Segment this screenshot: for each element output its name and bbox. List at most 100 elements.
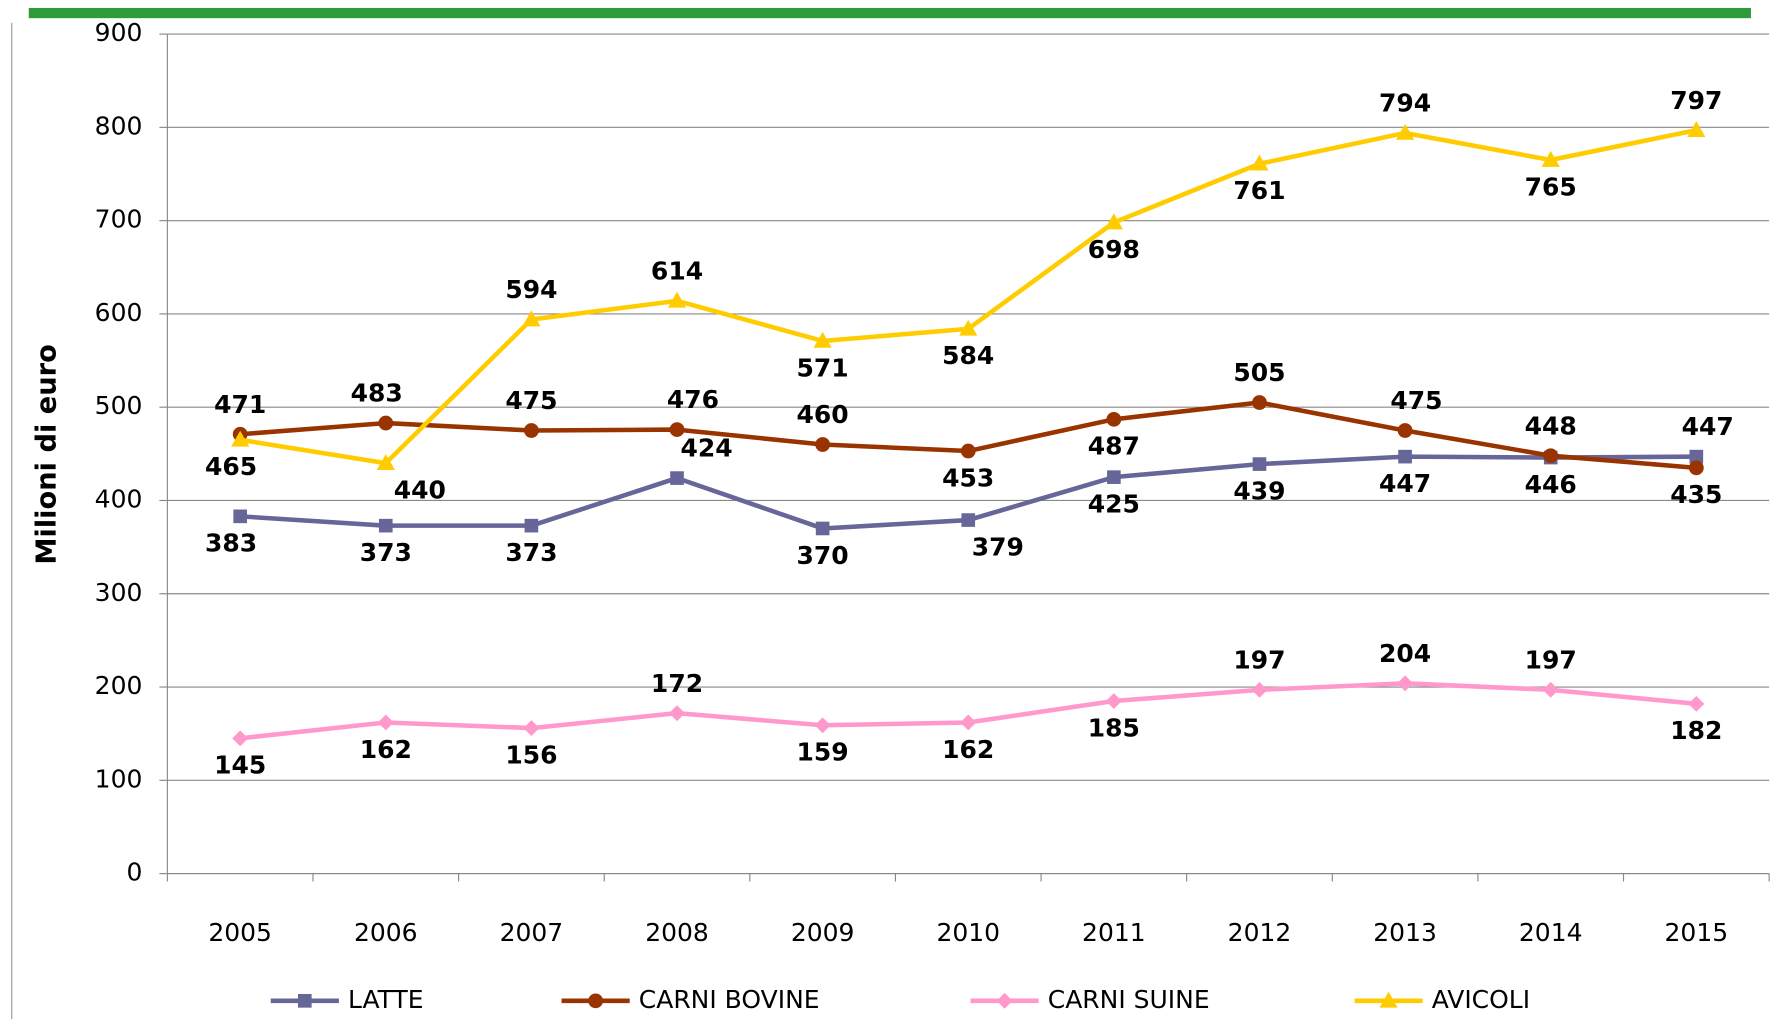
x-tick-label: 2009: [791, 918, 855, 947]
data-point: [1397, 675, 1414, 692]
data-point: [670, 471, 684, 485]
data-point: [1396, 123, 1415, 140]
data-label: 373: [360, 538, 412, 567]
data-point: [960, 714, 977, 731]
data-point: [959, 319, 978, 336]
legend-marker: [996, 992, 1013, 1009]
data-label: 197: [1233, 645, 1285, 674]
data-point: [523, 720, 540, 737]
y-tick-label: 500: [95, 391, 143, 420]
data-label: 797: [1670, 86, 1722, 115]
data-label: 204: [1379, 639, 1431, 668]
legend-label: LATTE: [348, 985, 424, 1014]
x-tick-label: 2006: [354, 918, 418, 947]
y-tick-label: 0: [126, 858, 142, 887]
data-point: [1688, 460, 1704, 476]
data-point: [1688, 695, 1705, 712]
data-point: [377, 714, 394, 731]
legend-marker: [1379, 991, 1398, 1008]
y-tick-label: 200: [95, 671, 143, 700]
data-point: [233, 509, 247, 524]
data-label: 185: [1088, 713, 1140, 742]
data-label: 698: [1088, 235, 1140, 264]
x-tick-label: 2010: [936, 918, 1000, 947]
data-label: 383: [205, 529, 257, 558]
data-label: 487: [1088, 432, 1140, 461]
data-label: 475: [1390, 386, 1442, 415]
data-point: [376, 454, 395, 470]
data-point: [1397, 423, 1413, 438]
data-label: 159: [797, 738, 849, 767]
data-point: [1105, 693, 1122, 709]
data-label: 594: [505, 275, 557, 304]
data-label: 460: [797, 400, 849, 429]
data-label: 156: [505, 740, 557, 769]
data-point: [524, 518, 539, 533]
data-point: [813, 331, 832, 348]
data-point: [1543, 448, 1559, 464]
data-label: 440: [394, 476, 446, 505]
data-label: 483: [351, 379, 403, 408]
data-label: 476: [667, 385, 719, 414]
data-point: [667, 291, 687, 308]
data-label: 182: [1670, 716, 1722, 745]
data-point: [669, 705, 685, 722]
data-label: 584: [942, 341, 994, 370]
data-label: 197: [1525, 645, 1577, 674]
data-label: 453: [942, 463, 994, 492]
data-label: 761: [1233, 176, 1285, 205]
data-label: 145: [214, 751, 266, 780]
y-tick-label: 900: [95, 18, 143, 47]
series-line: [239, 127, 1697, 466]
x-tick-label: 2005: [208, 918, 272, 947]
legend-marker: [588, 993, 604, 1009]
y-tick-label: 300: [95, 578, 143, 607]
data-point: [524, 423, 539, 438]
data-label: 435: [1670, 480, 1722, 509]
data-point: [1251, 681, 1268, 698]
data-label: 447: [1682, 412, 1734, 441]
data-label: 471: [214, 390, 266, 419]
data-point: [961, 513, 976, 527]
y-tick-label: 100: [95, 764, 143, 793]
data-label: 424: [680, 434, 732, 463]
data-point: [1250, 154, 1269, 171]
data-label: 439: [1233, 476, 1285, 505]
y-tick-label: 700: [95, 205, 143, 234]
data-point: [1541, 150, 1560, 167]
data-point: [1252, 395, 1267, 410]
data-point: [815, 437, 831, 452]
data-label: 162: [360, 735, 412, 764]
data-point: [378, 518, 393, 533]
data-point: [1689, 449, 1704, 464]
data-label: 379: [972, 532, 1024, 561]
data-label: 614: [651, 256, 703, 285]
legend-label: CARNI BOVINE: [639, 985, 820, 1014]
data-point: [669, 422, 685, 437]
x-tick-label: 2014: [1519, 918, 1583, 947]
data-point: [814, 717, 831, 734]
data-point: [378, 415, 394, 431]
data-point: [1542, 681, 1559, 698]
y-tick-label: 400: [95, 484, 143, 513]
y-tick-label: 800: [95, 111, 143, 140]
data-label: 162: [942, 735, 994, 764]
data-label: 765: [1525, 172, 1577, 201]
data-point: [815, 521, 830, 536]
data-label: 447: [1379, 469, 1431, 498]
data-point: [1106, 411, 1122, 427]
legend-label: AVICOLI: [1432, 985, 1530, 1014]
x-tick-label: 2008: [645, 918, 709, 947]
data-label: 446: [1525, 470, 1577, 499]
data-point: [232, 730, 249, 747]
header-bar: [28, 7, 1751, 19]
data-point: [960, 443, 976, 459]
x-tick-label: 2011: [1082, 918, 1146, 947]
legend-label: CARNI SUINE: [1048, 985, 1210, 1014]
data-point: [1687, 121, 1706, 137]
data-label: 505: [1233, 358, 1285, 387]
data-point: [1398, 449, 1412, 464]
data-label: 475: [505, 386, 557, 415]
data-label: 794: [1379, 89, 1431, 118]
data-label: 448: [1525, 411, 1577, 440]
